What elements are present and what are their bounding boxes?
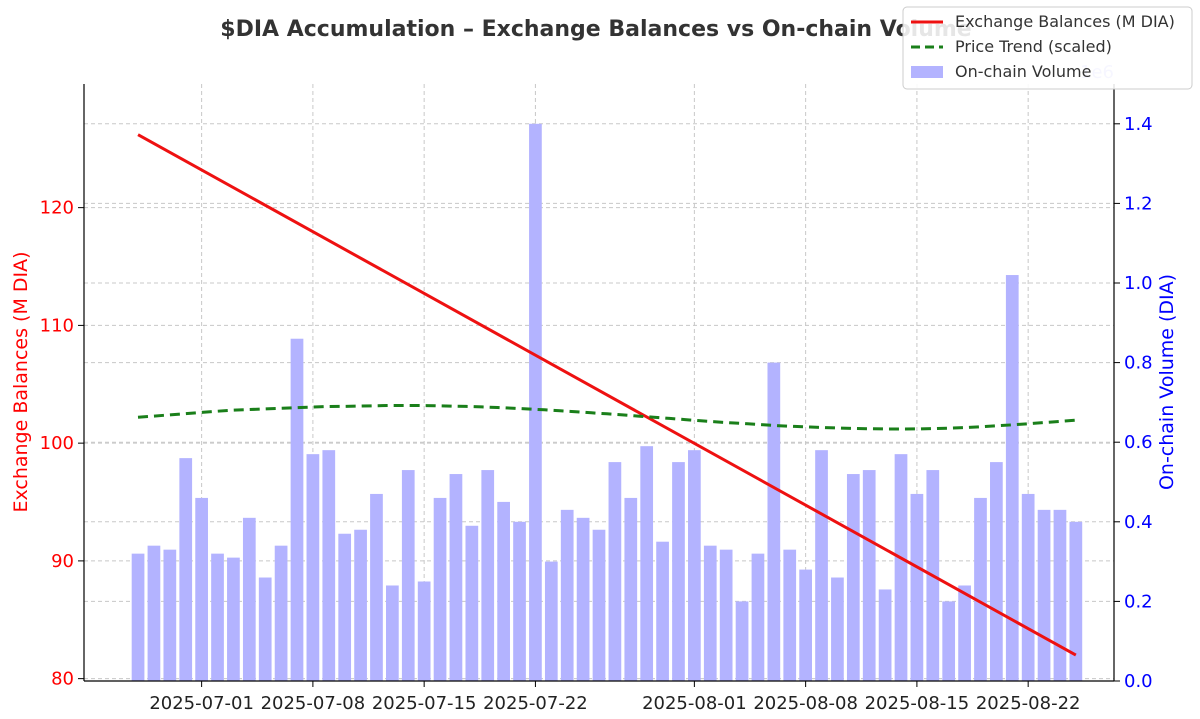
x-tick-label: 2025-07-08	[261, 693, 366, 714]
volume-bar	[290, 338, 304, 681]
right-tick-label: 0.8	[1124, 353, 1153, 374]
volume-bar	[783, 549, 797, 681]
volume-bar	[831, 577, 844, 681]
volume-bar	[211, 553, 224, 681]
right-tick-label: 0.6	[1124, 432, 1153, 453]
legend: Exchange Balances (M DIA) Price Trend (s…	[902, 6, 1193, 90]
legend-label-balances: Exchange Balances (M DIA)	[955, 12, 1175, 31]
legend-box	[902, 6, 1193, 90]
volume-bar	[1021, 493, 1035, 681]
left-tick-label: 120	[40, 198, 74, 219]
right-tick-label: 0.0	[1124, 671, 1153, 692]
legend-label-volume: On-chain Volume	[955, 62, 1091, 81]
volume-bar	[513, 521, 526, 681]
left-axis-label: Exchange Balances (M DIA)	[10, 251, 32, 512]
chart-title: $DIA Accumulation – Exchange Balances vs…	[220, 17, 971, 42]
volume-bar	[338, 533, 352, 681]
x-tick-label: 2025-07-22	[483, 693, 588, 714]
left-tick-label: 110	[40, 315, 74, 336]
volume-bars	[131, 123, 1083, 682]
left-tick-label: 90	[51, 551, 74, 572]
volume-bar	[703, 545, 717, 681]
volume-bar	[560, 509, 574, 681]
legend-label-price: Price Trend (scaled)	[955, 37, 1112, 56]
volume-bar	[592, 529, 606, 681]
volume-bar	[449, 474, 463, 681]
volume-bar	[815, 450, 828, 681]
volume-bar	[401, 470, 415, 681]
volume-bar	[735, 601, 749, 681]
price-trend-line	[137, 404, 1077, 431]
volume-bar	[179, 458, 193, 681]
right-tick-label: 1.2	[1124, 193, 1153, 214]
volume-bar	[974, 497, 987, 681]
volume-bar	[465, 525, 479, 681]
volume-bar	[990, 462, 1003, 681]
volume-bar	[608, 462, 622, 681]
volume-bar	[386, 585, 399, 681]
volume-bar	[131, 553, 145, 681]
volume-bar	[163, 549, 177, 681]
volume-bar	[322, 450, 336, 681]
volume-bar	[719, 549, 733, 681]
exchange-balances-line	[137, 133, 1077, 657]
series-lines	[137, 133, 1077, 657]
volume-bar	[942, 601, 956, 681]
right-tick-label: 1.4	[1124, 114, 1153, 135]
x-tick-label: 2025-08-15	[865, 693, 970, 714]
volume-bar	[147, 545, 161, 681]
right-tick-label: 0.4	[1124, 512, 1153, 533]
volume-bar	[497, 501, 510, 681]
volume-bar	[481, 470, 495, 681]
volume-bar	[417, 581, 431, 681]
volume-bar	[1053, 509, 1067, 681]
volume-bar	[576, 517, 590, 681]
volume-bar	[624, 497, 638, 681]
volume-bar	[1069, 521, 1083, 681]
volume-bar	[227, 557, 240, 681]
volume-bar	[640, 446, 654, 681]
volume-bar	[1037, 509, 1051, 681]
volume-bar	[958, 585, 971, 681]
volume-bar	[195, 497, 208, 681]
volume-bar	[846, 474, 860, 681]
tick-labels: 2025-07-01 2025-07-08 2025-07-15 2025-07-22…	[40, 114, 1153, 714]
axes	[78, 84, 1120, 687]
x-tick-label: 2025-08-22	[976, 693, 1081, 714]
x-tick-label: 2025-07-15	[372, 693, 477, 714]
volume-bar	[751, 553, 765, 681]
volume-bar	[529, 123, 542, 682]
volume-bar	[306, 454, 320, 681]
x-tick-label: 2025-08-01	[642, 693, 747, 714]
x-tick-label: 2025-08-08	[753, 693, 858, 714]
right-axis-label: On-chain Volume (DIA)	[1156, 274, 1178, 490]
volume-bar	[354, 529, 367, 681]
volume-bar	[370, 493, 383, 681]
volume-bar	[878, 589, 892, 681]
volume-bar	[862, 470, 876, 681]
legend-swatch-volume	[911, 66, 943, 78]
volume-bar	[258, 577, 272, 681]
volume-bar	[656, 541, 669, 681]
x-tick-label: 2025-07-01	[149, 693, 254, 714]
volume-bar	[1005, 275, 1019, 681]
volume-bar	[688, 450, 701, 681]
left-tick-label: 80	[51, 669, 74, 690]
volume-bar	[799, 569, 812, 681]
volume-bar	[894, 454, 908, 681]
volume-bar	[433, 497, 447, 681]
right-tick-label: 1.0	[1124, 273, 1153, 294]
volume-bar	[544, 561, 558, 681]
volume-bar	[274, 545, 288, 681]
left-tick-label: 100	[40, 433, 74, 454]
volume-bar	[242, 517, 256, 681]
volume-bar	[672, 462, 685, 681]
volume-bar	[910, 493, 924, 681]
right-tick-label: 0.2	[1124, 591, 1153, 612]
volume-bar	[767, 362, 781, 681]
